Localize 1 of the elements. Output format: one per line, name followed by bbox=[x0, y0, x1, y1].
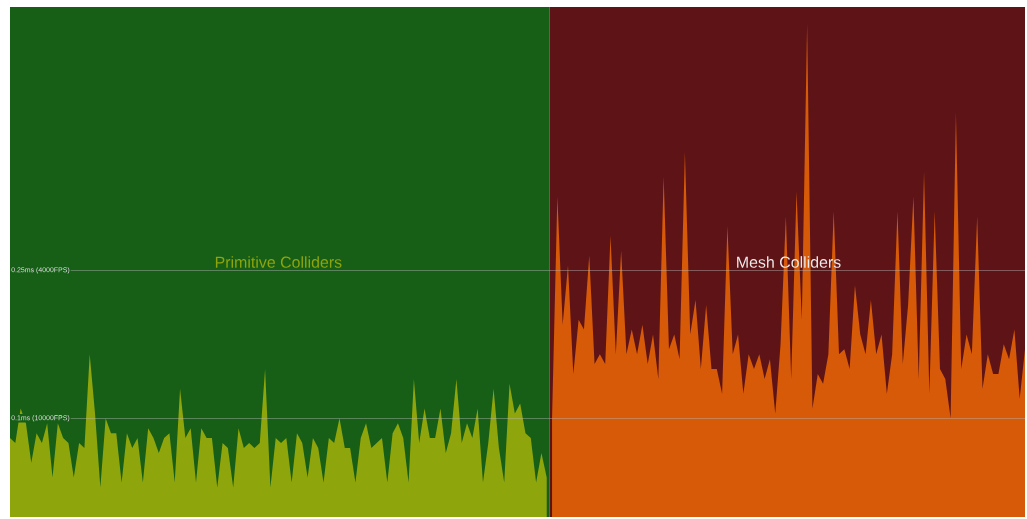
text: Primitive Colliders bbox=[215, 256, 342, 268]
